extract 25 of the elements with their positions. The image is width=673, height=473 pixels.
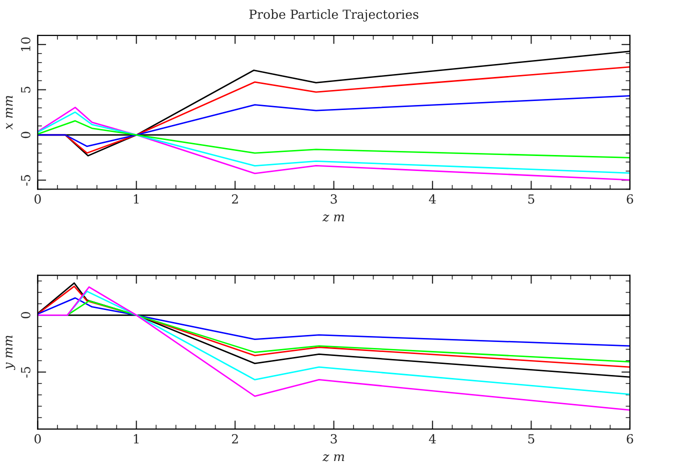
y-axis-title: x mm xyxy=(6,96,13,130)
chart-title: Probe Particle Trajectories xyxy=(249,9,418,22)
x-tick-label: 2 xyxy=(232,434,238,444)
x-tick-label: 5 xyxy=(528,434,534,444)
x-tick-label: 4 xyxy=(428,434,436,444)
y-tick-label: 0 xyxy=(20,312,30,318)
y-tick-label: -5 xyxy=(21,175,30,186)
x-tick-label: 0 xyxy=(34,434,41,444)
y-tick-label: 5 xyxy=(21,86,30,93)
x-tick-label: 6 xyxy=(626,434,634,444)
x-tick-label: 1 xyxy=(134,434,139,444)
x-tick-label: 2 xyxy=(232,194,238,204)
x-tick-label: 4 xyxy=(428,194,436,204)
x-tick-label: 6 xyxy=(626,194,634,204)
x-axis-title: z m xyxy=(322,454,344,462)
x-tick-label: 5 xyxy=(528,194,534,204)
x-tick-label: 3 xyxy=(330,434,337,444)
x-tick-label: 3 xyxy=(330,194,337,204)
y-tick-label: -5 xyxy=(21,366,30,378)
y-tick-label: 0 xyxy=(20,132,30,138)
y-axis-title: y mm xyxy=(6,336,16,370)
x-tick-label: 0 xyxy=(34,194,41,204)
x-tick-label: 1 xyxy=(134,194,139,204)
x-axis-title: z m xyxy=(322,214,344,222)
y-tick-label: 10 xyxy=(20,37,30,51)
